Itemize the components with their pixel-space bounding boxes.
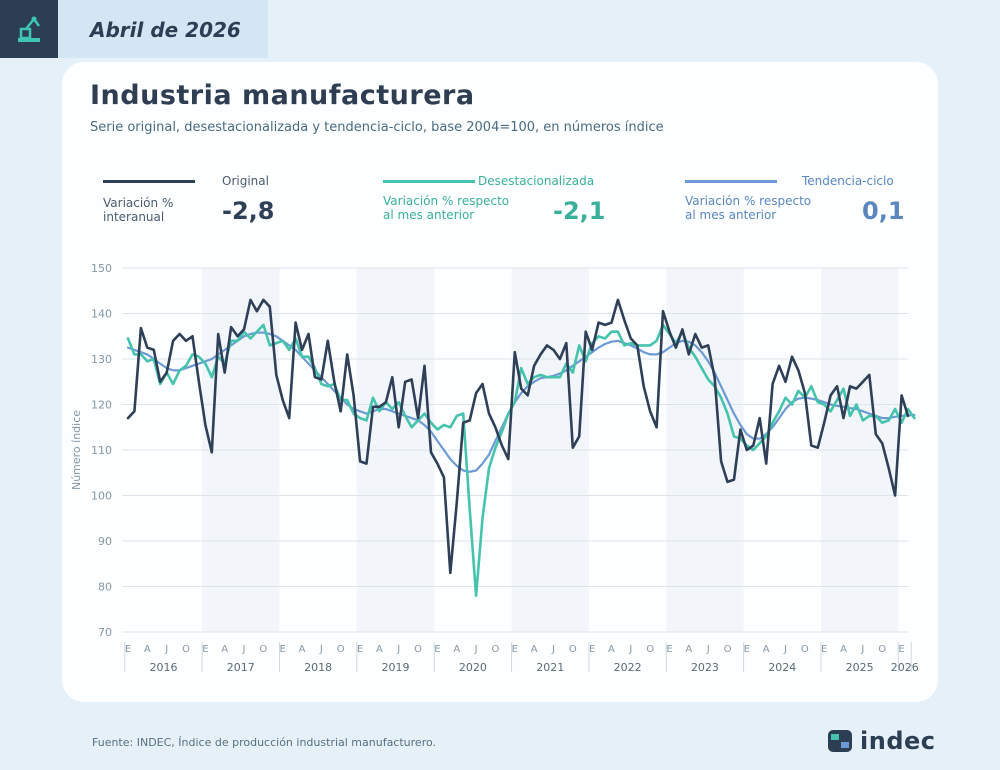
x-month-label: O	[724, 644, 732, 655]
x-year-label: 2024	[768, 661, 796, 674]
x-month-label: A	[376, 644, 383, 655]
legend-label-original: Original	[222, 174, 269, 188]
x-year-label: 2023	[691, 661, 719, 674]
x-month-label: A	[608, 644, 615, 655]
x-month-label: A	[299, 644, 306, 655]
x-month-label: A	[144, 644, 151, 655]
x-month-label: J	[706, 644, 710, 655]
x-month-label: A	[685, 644, 692, 655]
x-month-label: E	[898, 644, 904, 655]
legend-line-desest	[383, 180, 475, 183]
y-tick-label: 120	[91, 399, 112, 412]
x-month-label: E	[434, 644, 440, 655]
y-tick-label: 150	[91, 262, 112, 275]
legend-value-original: -2,8	[222, 197, 275, 225]
x-month-label: J	[319, 644, 323, 655]
brand: indec	[826, 727, 936, 755]
legend-desc-original-2: interanual	[103, 210, 165, 224]
legend-desc-desest-1: Variación % respecto	[383, 194, 510, 208]
series-line-tendencia-ciclo	[126, 331, 916, 473]
x-month-label: J	[396, 644, 400, 655]
x-month-label: E	[666, 644, 672, 655]
x-month-label: J	[783, 644, 787, 655]
legend-desc-original-1: Variación %	[103, 196, 174, 210]
x-month-label: J	[242, 644, 246, 655]
x-year-label: 2022	[614, 661, 642, 674]
x-month-label: A	[840, 644, 847, 655]
x-month-label: O	[414, 644, 422, 655]
page-subtitle: Serie original, desestacionalizada y ten…	[90, 120, 664, 135]
x-year-label: 2025	[846, 661, 874, 674]
x-month-label: O	[646, 644, 654, 655]
legend-value-tendencia: 0,1	[862, 197, 905, 225]
x-year-label: 2026	[891, 661, 919, 674]
legend-label-desest: Desestacionalizada	[478, 174, 595, 188]
robot-arm-icon	[0, 0, 58, 58]
y-tick-label: 90	[98, 535, 112, 548]
x-month-label: J	[164, 644, 168, 655]
x-year-label: 2020	[459, 661, 487, 674]
x-month-label: O	[337, 644, 345, 655]
x-month-label: E	[357, 644, 363, 655]
x-month-label: E	[280, 644, 286, 655]
brand-name: indec	[860, 727, 936, 755]
y-tick-label: 100	[91, 490, 112, 503]
x-month-label: E	[512, 644, 518, 655]
legend-desc-desest-2: al mes anterior	[383, 208, 475, 222]
x-month-label: A	[531, 644, 538, 655]
x-month-label: E	[744, 644, 750, 655]
indec-logo-icon	[828, 730, 852, 752]
report-date: Abril de 2026	[90, 18, 241, 42]
y-axis-label: Número índice	[70, 410, 83, 490]
y-tick-label: 140	[91, 308, 112, 321]
series-line-desestacionalizada	[126, 323, 916, 597]
series-line-original	[126, 298, 910, 575]
x-month-label: J	[551, 644, 555, 655]
x-month-label: O	[259, 644, 267, 655]
source-note: Fuente: INDEC, Índice de producción indu…	[92, 736, 437, 749]
x-month-label: J	[860, 644, 864, 655]
y-tick-label: 130	[91, 353, 112, 366]
x-month-label: A	[221, 644, 228, 655]
y-tick-label: 80	[98, 581, 112, 594]
x-month-label: E	[125, 644, 131, 655]
x-year-label: 2016	[149, 661, 177, 674]
x-month-label: O	[569, 644, 577, 655]
x-month-label: E	[589, 644, 595, 655]
y-tick-label: 70	[98, 626, 112, 639]
page-title: Industria manufacturera	[90, 80, 475, 111]
x-month-label: A	[763, 644, 770, 655]
x-month-label: A	[453, 644, 460, 655]
x-year-label: 2018	[304, 661, 332, 674]
x-year-label: 2017	[227, 661, 255, 674]
legend-value-desest: -2,1	[553, 197, 606, 225]
x-year-label: 2021	[536, 661, 564, 674]
legend-line-original	[103, 180, 195, 183]
legend-desc-tendencia-1: Variación % respecto	[685, 194, 812, 208]
x-month-label: O	[182, 644, 190, 655]
legend-line-tendencia	[685, 180, 777, 183]
x-year-label: 2019	[382, 661, 410, 674]
legend-desc-tendencia-2: al mes anterior	[685, 208, 777, 222]
x-month-label: O	[801, 644, 809, 655]
x-month-label: O	[492, 644, 500, 655]
legend-label-tendencia: Tendencia-ciclo	[802, 174, 894, 188]
x-month-label: E	[202, 644, 208, 655]
x-month-label: E	[821, 644, 827, 655]
x-month-label: J	[474, 644, 478, 655]
x-month-label: O	[878, 644, 886, 655]
y-tick-label: 110	[91, 444, 112, 457]
x-month-label: J	[628, 644, 632, 655]
